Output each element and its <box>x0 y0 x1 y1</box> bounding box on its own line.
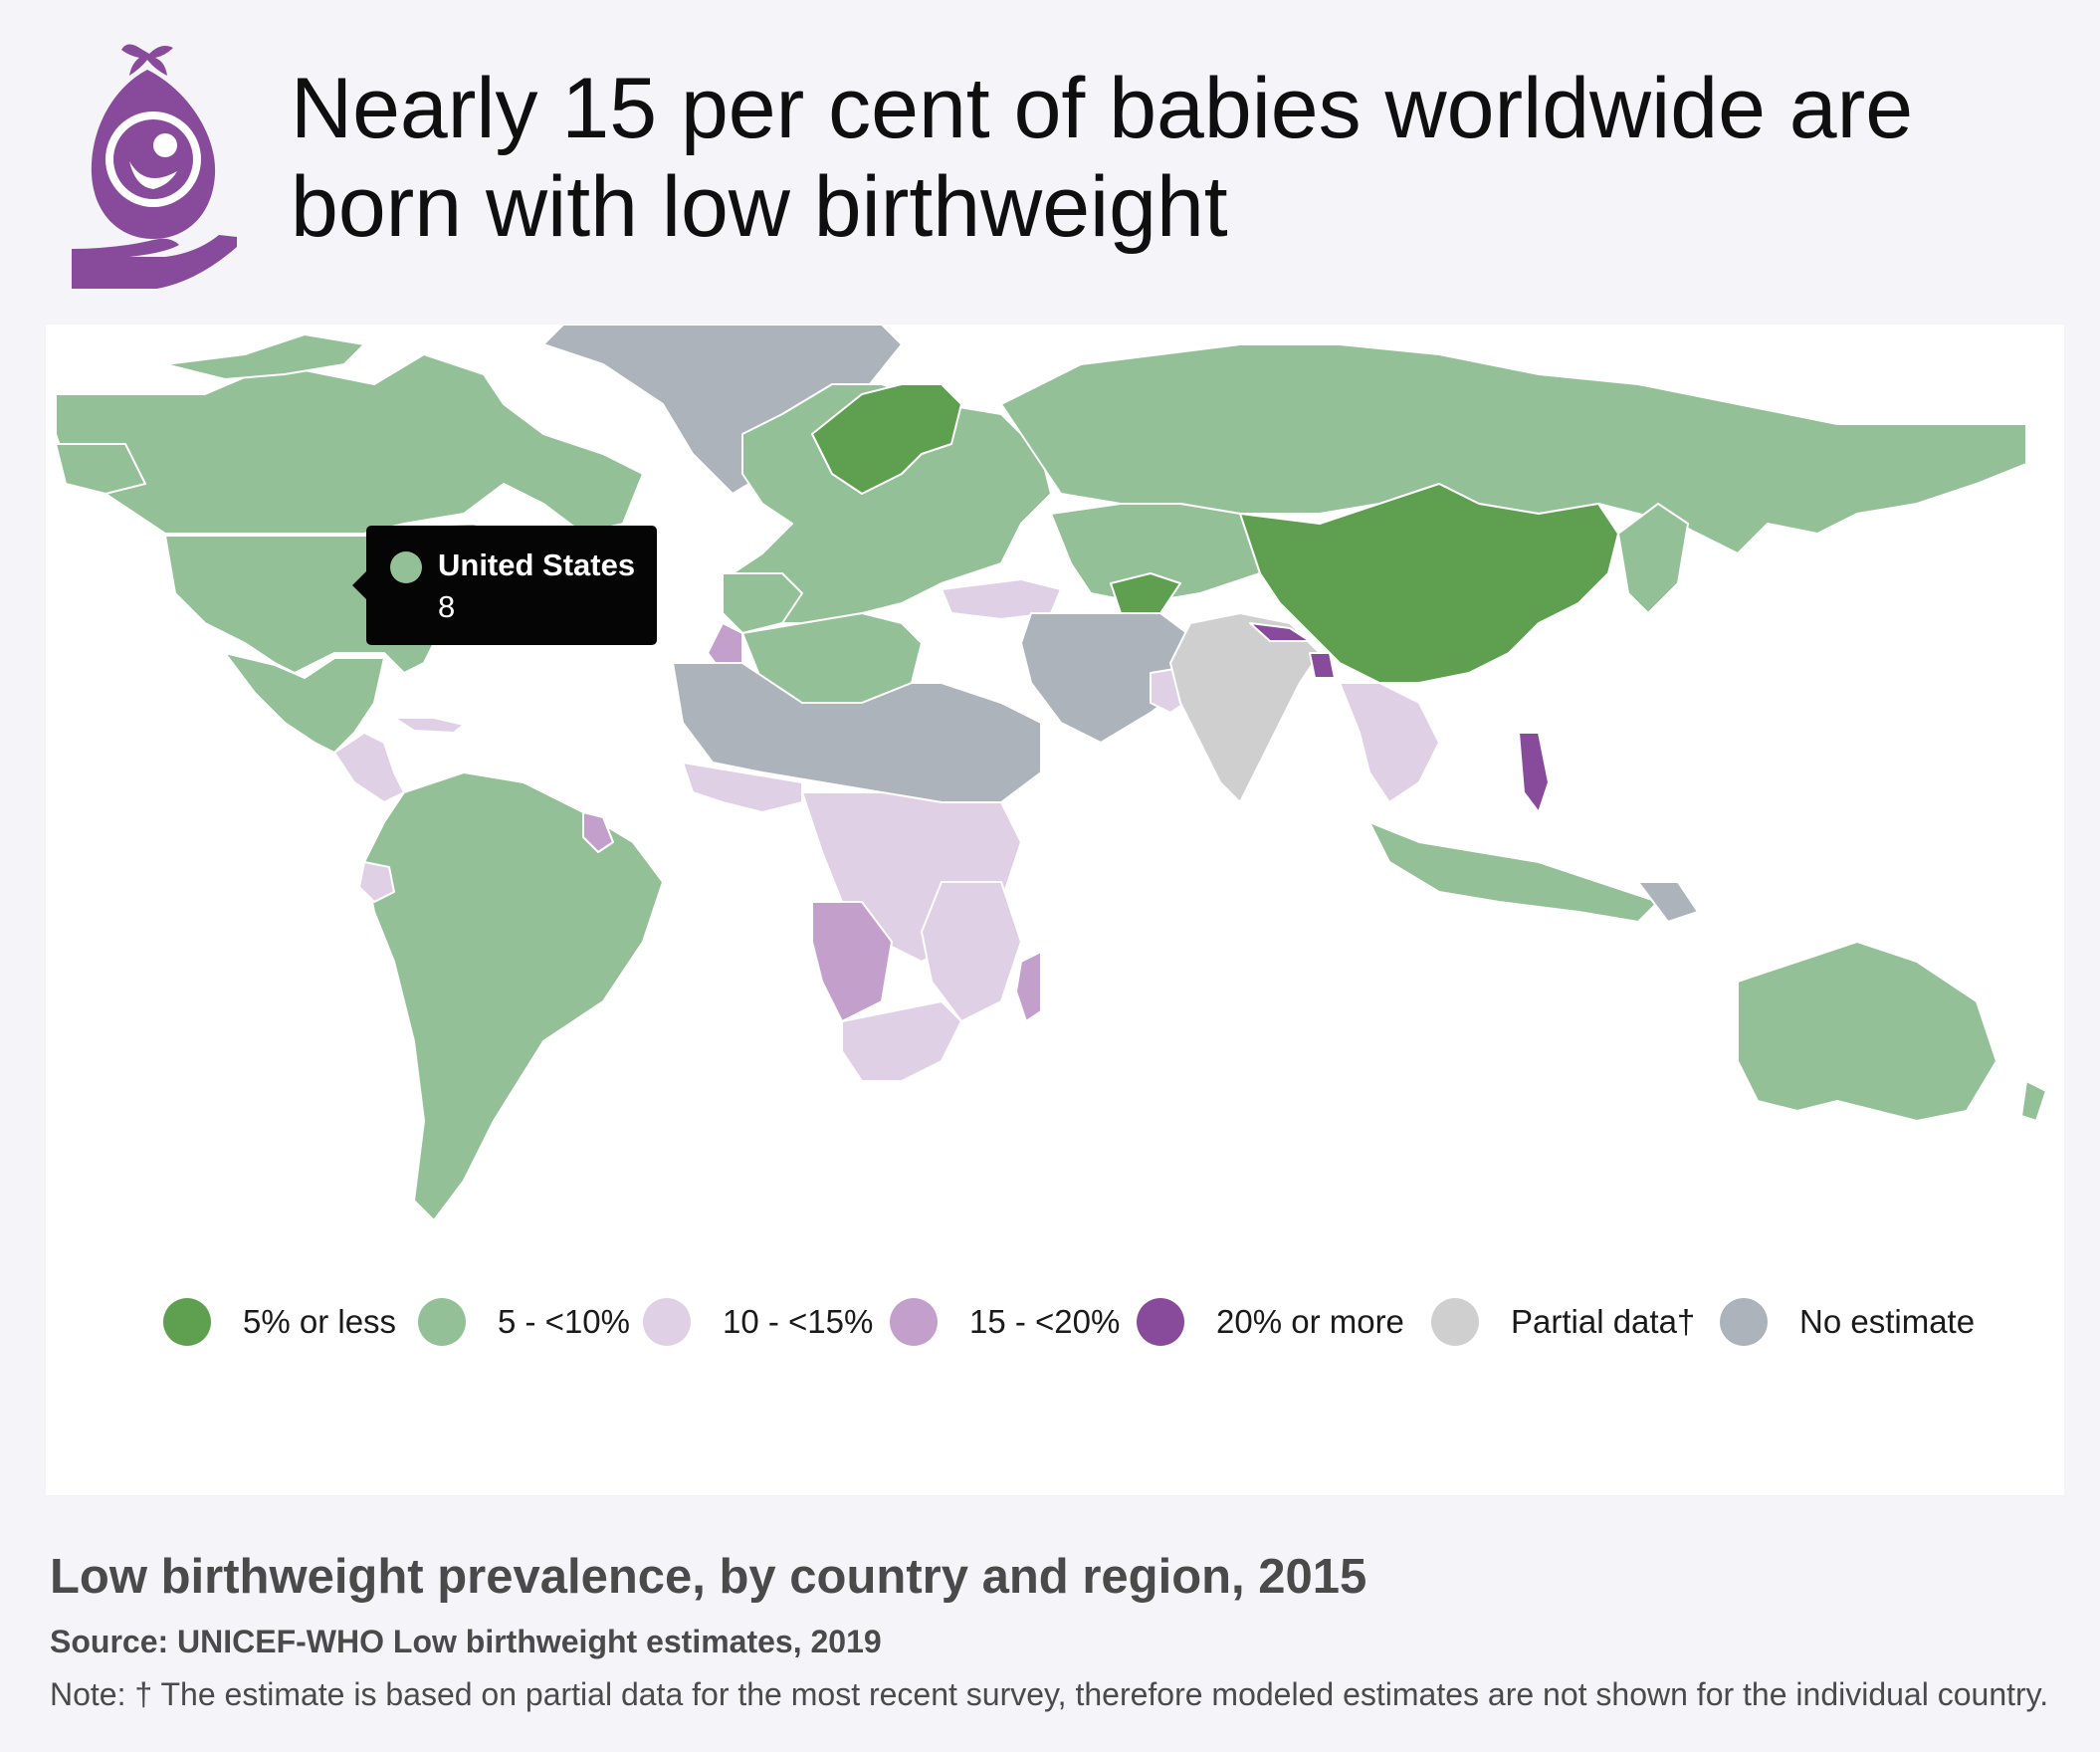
region-east-africa[interactable] <box>921 881 1022 1022</box>
legend-label: 5 - <10% <box>498 1303 630 1340</box>
tooltip-color-dot <box>390 551 422 583</box>
legend-swatch <box>1137 1298 1184 1346</box>
source-text: Source: UNICEF-WHO Low birthweight estim… <box>50 1624 882 1659</box>
tooltip-value: 8 <box>438 589 456 624</box>
region-madagascar[interactable] <box>1015 951 1042 1022</box>
region-indonesia[interactable] <box>1368 821 1659 923</box>
legend-label: Partial data† <box>1511 1303 1696 1340</box>
region-new-zealand[interactable] <box>2020 1080 2047 1122</box>
region-alaska[interactable] <box>55 443 146 495</box>
region-guianas[interactable] <box>582 811 614 853</box>
legend-label: 10 - <15% <box>723 1303 874 1340</box>
legend-label: 20% or more <box>1216 1303 1404 1340</box>
region-ecuador[interactable] <box>358 861 395 903</box>
region-india[interactable] <box>1169 612 1321 803</box>
region-angola-namibia[interactable] <box>811 901 893 1022</box>
region-central-america[interactable] <box>333 732 405 803</box>
region-arctic-islands[interactable] <box>164 333 365 380</box>
legend-label: 15 - <20% <box>969 1303 1121 1340</box>
region-australia[interactable] <box>1737 941 1997 1122</box>
note-text: Note: † The estimate is based on partial… <box>50 1676 2049 1712</box>
region-mexico[interactable] <box>224 652 385 754</box>
map-panel: United States 8 5% or less 5 - <10% 10 -… <box>46 325 2064 1495</box>
region-korea-japan[interactable] <box>1617 503 1689 614</box>
region-sahel[interactable] <box>672 662 1042 803</box>
region-papua[interactable] <box>1637 881 1699 923</box>
region-iberia[interactable] <box>722 572 803 634</box>
region-philippines[interactable] <box>1518 732 1550 813</box>
region-nepal[interactable] <box>1249 622 1311 642</box>
legend-swatch <box>643 1298 691 1346</box>
region-china[interactable] <box>1239 483 1619 684</box>
header: Nearly 15 per cent of babies worldwide a… <box>70 40 2060 289</box>
baby-in-hand-icon <box>72 44 237 289</box>
legend-swatch <box>1720 1298 1768 1346</box>
region-canada[interactable] <box>55 353 644 535</box>
page-title: Nearly 15 per cent of babies worldwide a… <box>291 61 1914 255</box>
region-southern-africa[interactable] <box>841 1000 962 1082</box>
region-middle-east[interactable] <box>1020 612 1201 744</box>
tooltip-country: United States <box>438 548 636 582</box>
region-caribbean[interactable] <box>393 717 465 734</box>
legend: 5% or less 5 - <10% 10 - <15% 15 - <20% … <box>46 1292 2064 1352</box>
legend-label: No estimate <box>1799 1303 1976 1340</box>
legend-swatch <box>418 1298 466 1346</box>
legend-swatch <box>163 1298 211 1346</box>
tooltip: United States 8 <box>352 526 657 645</box>
region-turkmenistan[interactable] <box>1110 572 1181 614</box>
map-subtitle: Low birthweight prevalence, by country a… <box>50 1550 1367 1604</box>
region-southeast-asia[interactable] <box>1339 682 1440 803</box>
legend-label: 5% or less <box>243 1303 397 1340</box>
region-south-america[interactable] <box>363 771 664 1221</box>
legend-swatch <box>1431 1298 1479 1346</box>
region-russia[interactable] <box>1000 343 2027 554</box>
legend-swatch <box>890 1298 938 1346</box>
region-scandinavia[interactable] <box>811 383 962 495</box>
region-bangladesh[interactable] <box>1309 652 1336 679</box>
region-west-africa[interactable] <box>682 762 803 813</box>
